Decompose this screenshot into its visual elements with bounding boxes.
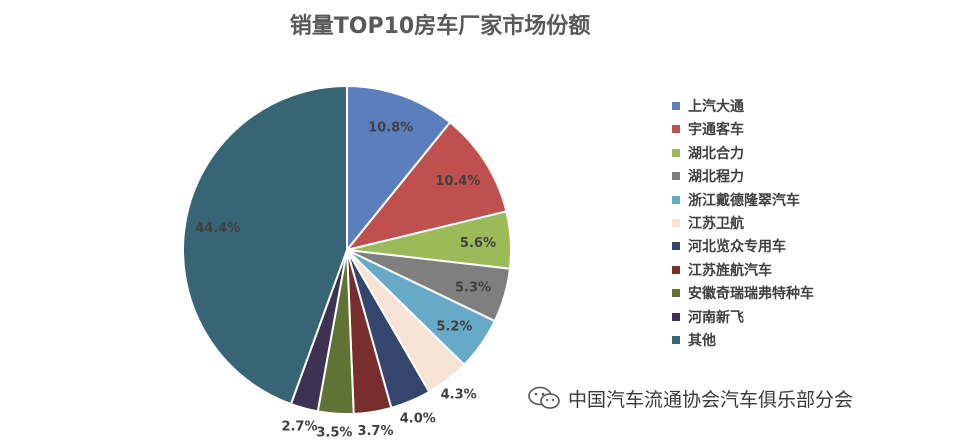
pie-slice <box>182 84 348 406</box>
legend-swatch <box>672 242 680 251</box>
chart-title: 销量TOP10房车厂家市场份额 <box>289 14 591 39</box>
legend-label: 湖北合力 <box>688 145 744 162</box>
legend-swatch <box>672 265 680 274</box>
slice-data-label: 5.6% <box>460 236 496 251</box>
legend-swatch <box>672 172 680 181</box>
legend-label: 湖北程力 <box>688 169 744 186</box>
legend-swatch <box>672 289 680 298</box>
legend-item: 上汽大通 <box>672 96 814 119</box>
slice-data-label: 3.7% <box>357 424 393 439</box>
pie-slice <box>344 120 508 252</box>
slice-data-label: 5.2% <box>436 319 472 334</box>
legend-label: 上汽大通 <box>688 99 744 115</box>
legend-item: 安徽奇瑞瑞弗特种车 <box>672 283 814 306</box>
legend-label: 宇通客车 <box>688 122 744 139</box>
wechat-icon <box>528 386 562 415</box>
legend-swatch <box>672 335 680 344</box>
legend-label: 安徽奇瑞瑞弗特种车 <box>688 286 814 303</box>
legend-label: 江苏旌航汽车 <box>688 262 772 279</box>
legend-label: 河南新飞 <box>688 309 744 326</box>
legend-label: 浙江戴德隆翠汽车 <box>688 192 800 209</box>
legend-item: 其他 <box>672 330 814 353</box>
legend-item: 江苏旌航汽车 <box>672 260 814 283</box>
legend-item: 湖北程力 <box>672 166 814 189</box>
slice-data-label: 3.5% <box>316 426 352 441</box>
legend-swatch <box>672 218 680 227</box>
watermark: 中国汽车流通协会汽车俱乐部分会 <box>528 385 853 415</box>
slice-data-label: 5.3% <box>455 280 491 295</box>
slice-data-label: 10.8% <box>368 120 413 135</box>
legend-label: 江苏卫航 <box>688 215 744 232</box>
legend-swatch <box>672 102 680 110</box>
legend-item: 江苏卫航 <box>672 213 814 236</box>
slice-data-label: 4.3% <box>441 388 477 403</box>
slice-data-label: 44.4% <box>195 221 240 236</box>
legend-item: 浙江戴德隆翠汽车 <box>672 190 814 213</box>
legend-swatch <box>672 125 680 134</box>
watermark-text: 中国汽车流通协会汽车俱乐部分会 <box>568 389 854 411</box>
legend: 上汽大通宇通客车湖北合力湖北程力浙江戴德隆翠汽车 江苏卫航河北览众专用车 江苏旌航汽… <box>672 96 814 353</box>
legend-label: 河北览众专用车 <box>688 239 786 256</box>
legend-label: 其他 <box>688 332 716 349</box>
legend-swatch <box>672 312 680 321</box>
slice-data-label: 10.4% <box>435 174 480 189</box>
slice-data-label: 4.0% <box>400 412 436 427</box>
legend-item: 河南新飞 <box>672 307 814 330</box>
slice-data-label: 2.7% <box>281 420 317 435</box>
legend-item: 宇通客车 <box>672 119 814 142</box>
legend-swatch <box>672 148 680 157</box>
legend-item: 湖北合力 <box>672 143 814 166</box>
pie-slice <box>346 84 452 253</box>
legend-item: 河北览众专用车 <box>672 236 814 259</box>
legend-swatch <box>672 195 680 204</box>
